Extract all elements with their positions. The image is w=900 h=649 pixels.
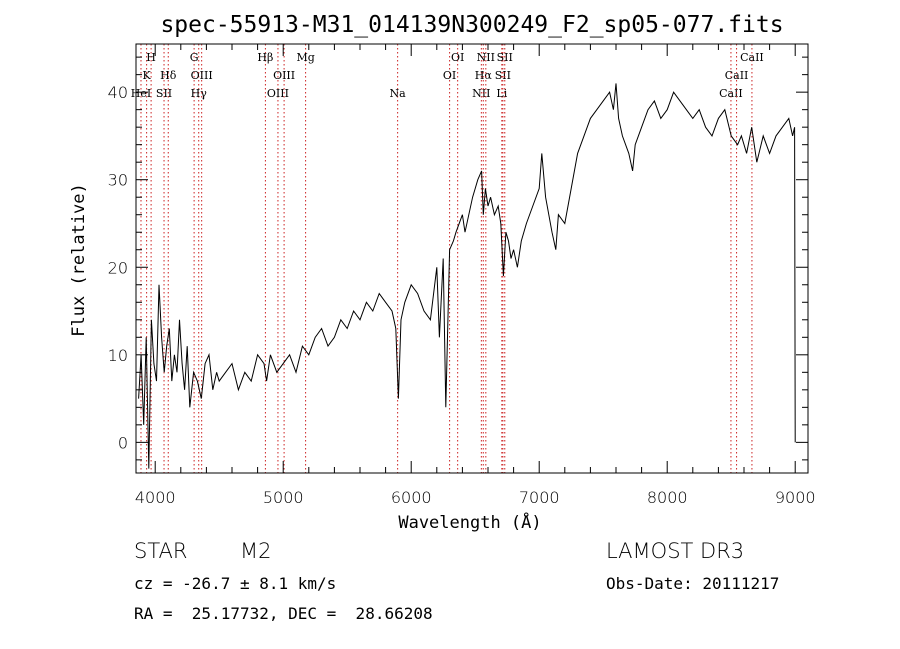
marker-label: OIII bbox=[273, 69, 295, 82]
y-tick-label: 20 bbox=[108, 258, 128, 277]
x-tick-label: 4000 bbox=[135, 488, 176, 507]
flux-series-line bbox=[138, 83, 796, 469]
marker-label: HeI bbox=[131, 87, 151, 100]
marker-label: Hγ bbox=[191, 87, 208, 100]
x-tick-label: 5000 bbox=[263, 488, 304, 507]
object-class: STAR bbox=[134, 539, 188, 563]
x-axis-label: Wavelength (Å) bbox=[398, 511, 541, 533]
x-tick-label: 9000 bbox=[775, 488, 816, 507]
marker-label: Mg bbox=[296, 51, 314, 64]
marker-label: OI bbox=[451, 51, 464, 64]
marker-label: Hβ bbox=[257, 51, 273, 64]
marker-label: SII bbox=[156, 87, 172, 100]
marker-label: Na bbox=[390, 87, 407, 100]
marker-label: Hδ bbox=[160, 69, 177, 82]
marker-label: SII bbox=[495, 69, 511, 82]
line-markers: HeIKHSIIHδGHγOIIIHβOIIIOIIIMgNaOIOINIIHα… bbox=[131, 44, 764, 473]
y-axis-label: Flux (relative) bbox=[69, 183, 89, 337]
marker-label: SII bbox=[497, 51, 513, 64]
marker-label: K bbox=[143, 69, 152, 82]
y-tick-label: 30 bbox=[108, 171, 128, 190]
marker-label: Hα bbox=[475, 69, 493, 82]
plot-frame bbox=[135, 43, 809, 474]
marker-label: CaII bbox=[719, 87, 743, 100]
y-tick-label: 40 bbox=[108, 83, 128, 102]
obs-date-text: Obs-Date: 20111217 bbox=[606, 574, 780, 593]
x-tick-label: 7000 bbox=[519, 488, 560, 507]
marker-label: H bbox=[146, 51, 156, 64]
x-tick-label: 8000 bbox=[647, 488, 688, 507]
x-tick-label: 6000 bbox=[391, 488, 432, 507]
marker-label: OI bbox=[443, 69, 456, 82]
marker-label: CaII bbox=[740, 51, 764, 64]
object-subclass: M2 bbox=[240, 539, 272, 563]
marker-label: CaII bbox=[725, 69, 749, 82]
marker-label: NII bbox=[477, 51, 495, 64]
chart-title: spec-55913-M31_014139N300249_F2_sp05-077… bbox=[160, 12, 783, 38]
survey-label: LAMOST DR3 bbox=[606, 539, 745, 563]
marker-label: Li bbox=[496, 87, 507, 100]
coordinates-text: RA = 25.17732, DEC = 28.66208 bbox=[134, 604, 433, 623]
y-tick-label: 10 bbox=[108, 346, 128, 365]
y-axis-ticks: 0 10 20 30 40 bbox=[108, 56, 808, 461]
x-axis-ticks: 4000 5000 6000 7000 8000 9000 bbox=[135, 44, 816, 507]
marker-label: OIII bbox=[191, 69, 213, 82]
redshift-text: cz = -26.7 ± 8.1 km/s bbox=[134, 574, 337, 593]
marker-label: NII bbox=[472, 87, 490, 100]
marker-label: G bbox=[190, 51, 199, 64]
marker-label: OIII bbox=[267, 87, 289, 100]
y-tick-label: 0 bbox=[118, 433, 128, 452]
